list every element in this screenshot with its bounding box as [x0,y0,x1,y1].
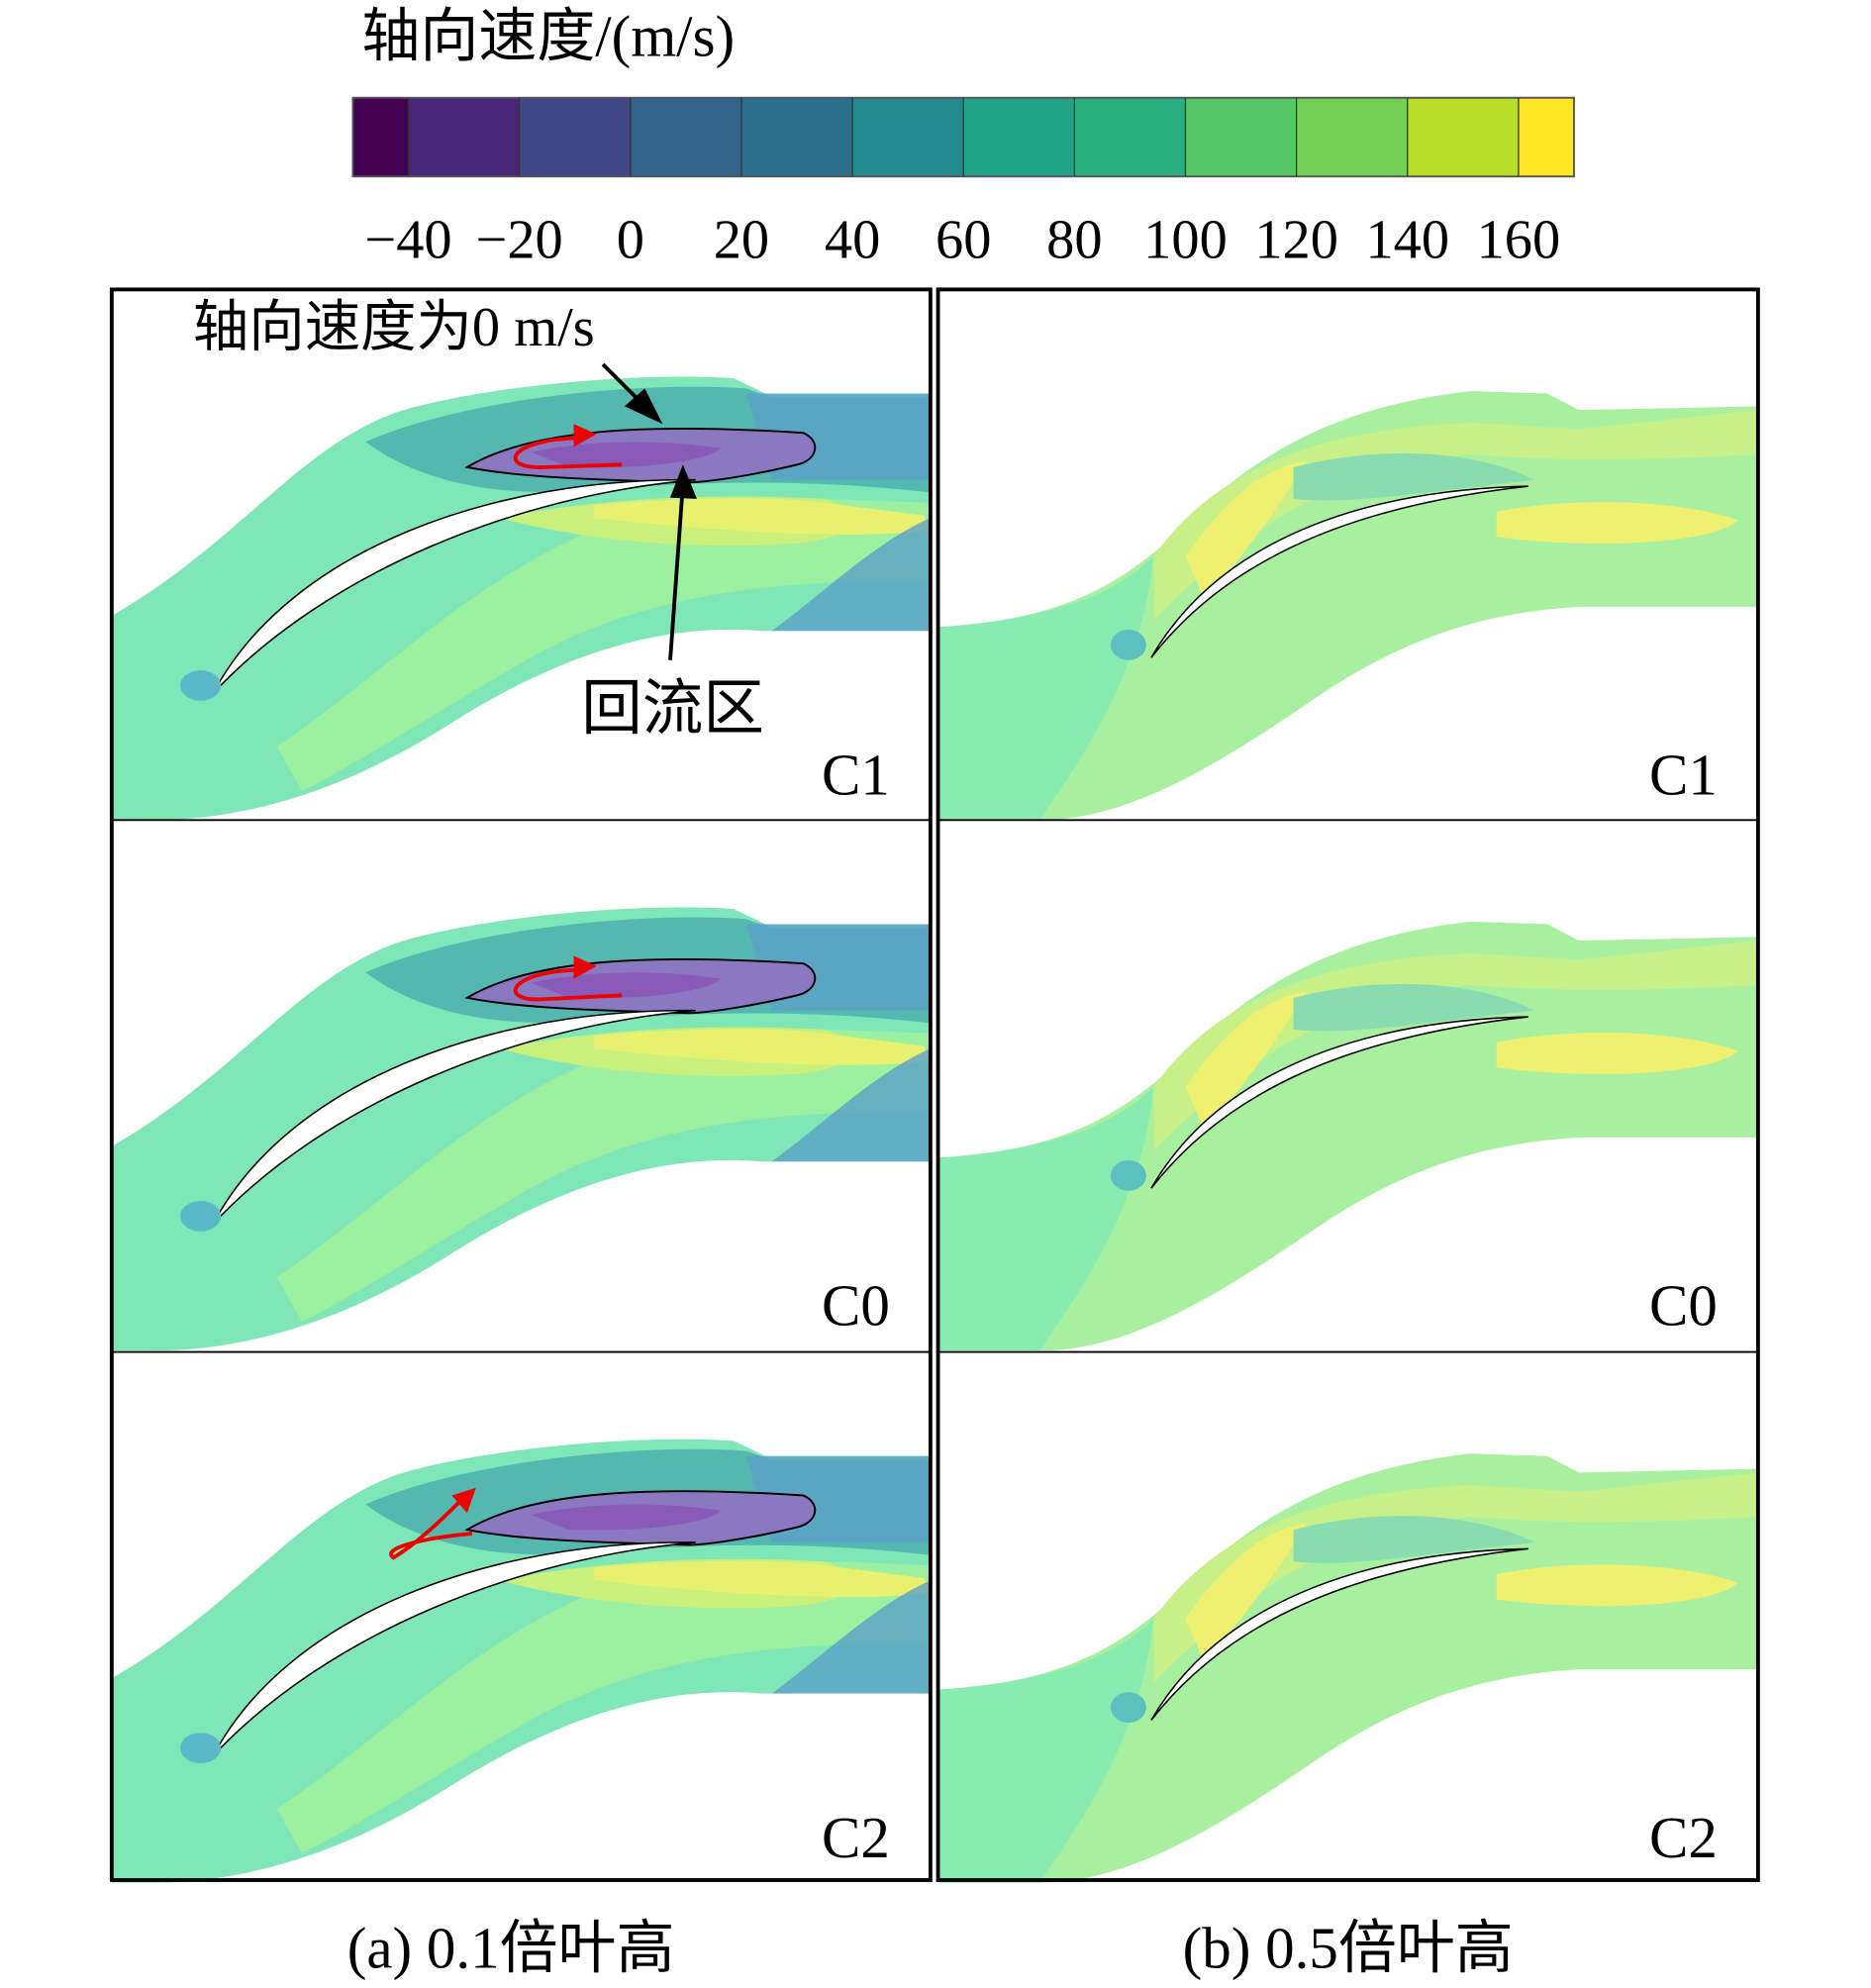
panel-label: C1 [1649,743,1718,808]
panels: C1 C0 C2 (a) 0.1倍叶高 C1 C0 C2 (b) 0.5倍叶高 [109,287,1760,1980]
panel-label: C0 [1649,1273,1718,1339]
panel-label: C2 [1649,1805,1718,1870]
annotation: 回流区 [581,675,764,743]
annotation: 轴向速度为0 m/s [193,297,595,358]
colorbar-segment [740,97,853,177]
flow-arrow [513,967,623,1002]
panel-frame [109,287,933,1882]
colorbar-segment [1296,97,1408,177]
colorbar-title: 轴向速度/(m/s) [361,3,735,68]
colorbar-segment [630,97,741,177]
colorbar-tick-label: 60 [936,209,991,270]
contour-plot [112,376,931,820]
colorbar-segment [352,97,409,177]
contour-plot [938,1453,1758,1882]
colorbar-tick-label: 140 [1365,209,1449,270]
colorbar-tick-label: 80 [1046,209,1102,270]
colorbar-tick-label: 160 [1477,209,1561,270]
colorbar-tick-label: −20 [476,209,563,270]
arrow [668,484,685,660]
colorbar-tick-label: 0 [617,209,644,270]
contour-plot [938,922,1758,1350]
contour-plot [112,1440,931,1883]
contour-plot [938,391,1758,820]
colorbar-tick-label: 40 [825,209,880,270]
panel-label: C1 [822,743,890,808]
flow-arrow-head [573,955,597,979]
flow-arrow [513,436,623,469]
contour-plot [112,907,931,1350]
colorbar-segment [1518,97,1574,177]
flow-arrow-head [451,1487,476,1514]
colorbar-segment [1185,97,1297,177]
panel-frame [936,287,1760,1882]
panel-label: C0 [822,1273,890,1339]
column-caption: (a) 0.1倍叶高 [347,1915,675,1980]
colorbar-segment [1074,97,1186,177]
colorbar-segment [519,97,631,177]
panel-label: C2 [822,1805,890,1870]
column-caption: (b) 0.5倍叶高 [1183,1915,1514,1980]
flow-arrow [389,1496,473,1560]
arrow-head [670,464,697,499]
colorbar-tick-label: 100 [1143,209,1228,270]
colorbar-segment [1407,97,1519,177]
colorbar-segment [852,97,964,177]
annotation-arrows [389,362,697,1560]
colorbar-segment [963,97,1075,177]
colorbar: −40 −20 0 20 40 60 80 100 120 140 160 [351,96,1575,270]
colorbar-tick-label: −40 [364,209,451,270]
colorbar-tick-label: 20 [714,209,769,270]
arrow-head [624,388,663,425]
flow-arrow-head [573,424,597,447]
colorbar-tick-label: 120 [1254,209,1338,270]
colorbar-segment [408,97,520,177]
